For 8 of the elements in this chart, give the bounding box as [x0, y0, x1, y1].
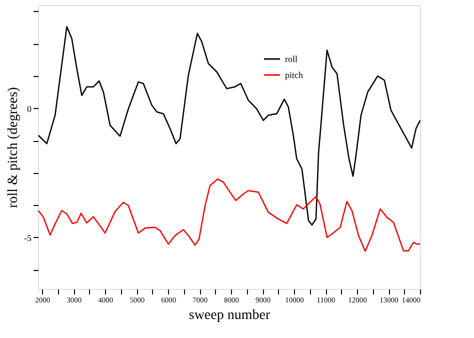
legend-label: pitch	[285, 70, 304, 80]
y-axis-title: roll & pitch (degrees)	[6, 86, 22, 208]
line-series	[38, 26, 421, 226]
y-tick-label: -5	[24, 232, 32, 243]
y-tick-label: 0	[27, 104, 32, 114]
line-series	[38, 178, 421, 252]
legend-label: roll	[285, 54, 298, 64]
x-axis-title: sweep number	[188, 308, 270, 323]
